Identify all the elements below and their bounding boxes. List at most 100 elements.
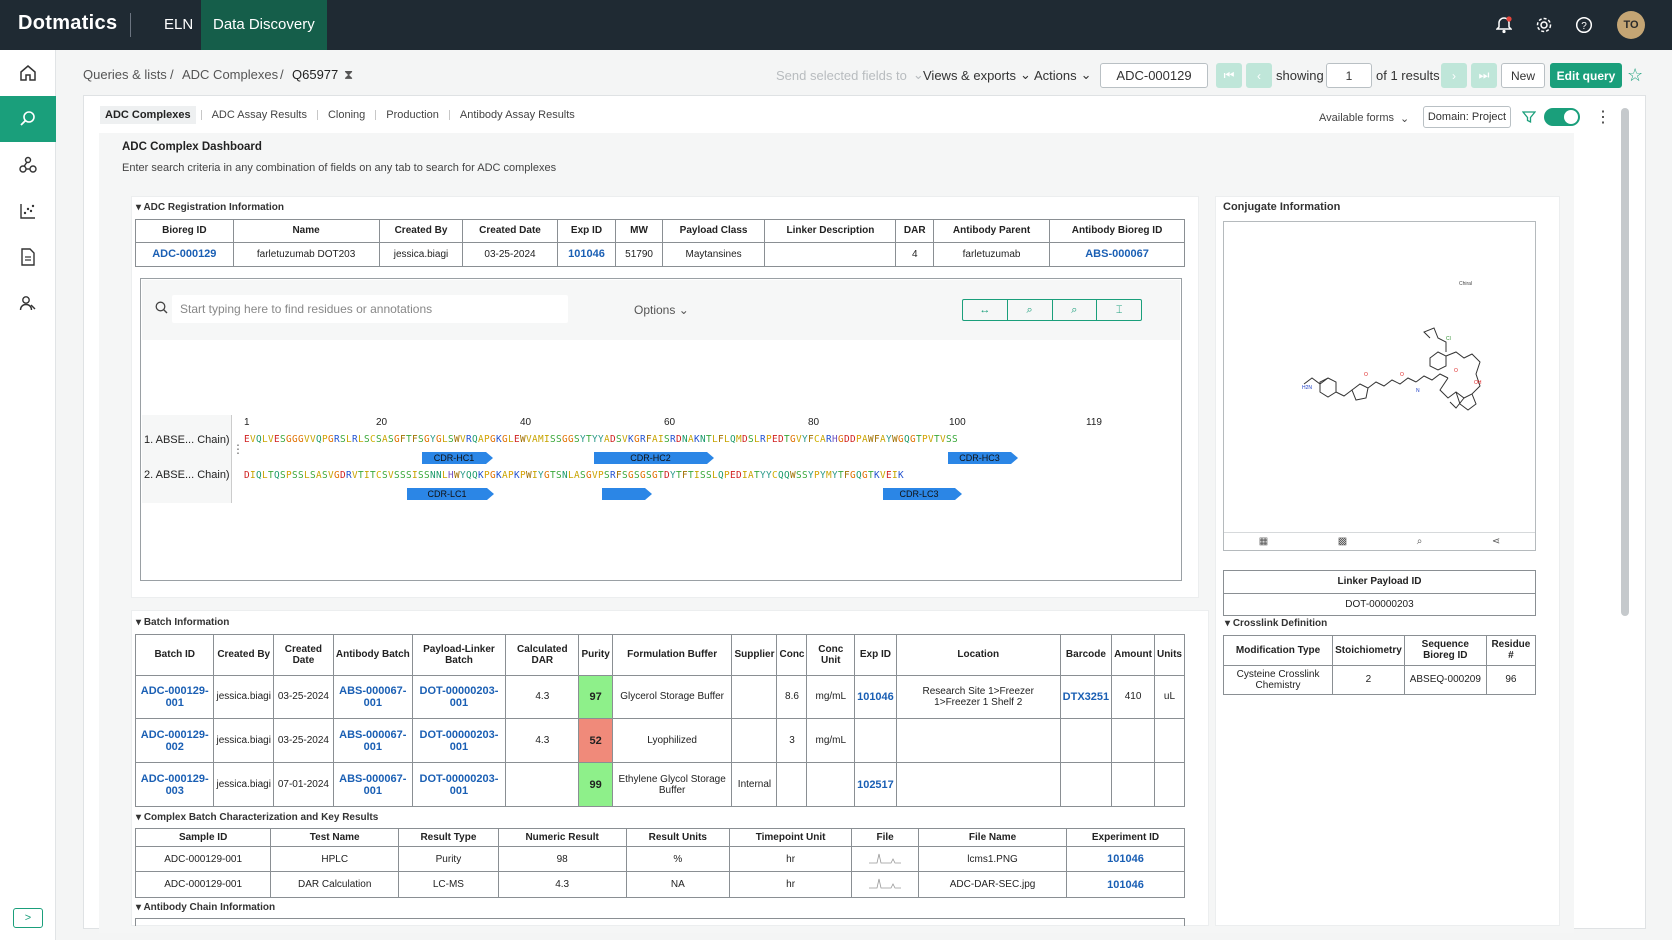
app-logo[interactable]: Dotmatics: [18, 12, 118, 34]
section-characterization[interactable]: ▾ Complex Batch Characterization and Key…: [136, 812, 379, 823]
col-header: Stoichiometry: [1332, 635, 1405, 666]
first-page-button[interactable]: ⏮: [1216, 63, 1242, 88]
tab-cloning[interactable]: Cloning: [327, 109, 366, 121]
batch-link-cell[interactable]: ABS-000067-001: [332, 762, 413, 807]
users-icon[interactable]: [0, 280, 56, 326]
crosslink-table: Modification Type Stoichiometry Sequence…: [1222, 635, 1537, 695]
batch-link-cell[interactable]: ABS-000067-001: [332, 718, 413, 764]
toggle-switch[interactable]: [1544, 108, 1580, 126]
gear-icon[interactable]: [1534, 15, 1554, 35]
registration-table: Bioreg ID Name Created By Created Date E…: [135, 219, 1185, 268]
new-button[interactable]: New: [1501, 63, 1545, 88]
batch-cell: [776, 762, 808, 807]
bioreg-id-link[interactable]: ADC-000129: [135, 241, 234, 268]
result-cell: ADC-DAR-SEC.jpg: [918, 871, 1067, 898]
molecule-icon[interactable]: [0, 142, 56, 188]
section-registration[interactable]: ▾ ADC Registration Information: [136, 202, 284, 213]
batch-link-cell[interactable]: DTX3251: [1059, 674, 1113, 720]
search-icon[interactable]: [0, 96, 56, 142]
batch-link-cell[interactable]: [1059, 762, 1113, 807]
batch-link-cell[interactable]: 102517: [854, 762, 897, 807]
domain-selector[interactable]: Domain: Project: [1423, 106, 1511, 128]
help-icon[interactable]: ?: [1574, 15, 1594, 35]
filter-icon[interactable]: [1522, 106, 1536, 128]
zoom-out-icon[interactable]: ⌕: [1053, 300, 1098, 320]
col-header: Amount: [1111, 634, 1155, 676]
structure-viewer[interactable]: Chiral H2N O O N O OH Cl ▦ ▩ ⌕ ⋖: [1223, 221, 1536, 551]
drag-handle-icon[interactable]: ⋮: [232, 442, 244, 456]
chart-icon[interactable]: [0, 188, 56, 234]
experiment-id-link[interactable]: 101046: [1065, 845, 1186, 873]
annotation-cdr-hc2[interactable]: CDR-HC2: [594, 452, 714, 464]
more-options-icon[interactable]: ⋮: [1595, 109, 1611, 126]
batch-link-cell[interactable]: ADC-000129-003: [134, 762, 215, 807]
batch-link-cell[interactable]: [854, 718, 897, 764]
prev-page-button[interactable]: ‹: [1246, 63, 1272, 88]
nav-data-discovery[interactable]: Data Discovery: [201, 0, 327, 50]
exp-id-link[interactable]: 101046: [556, 241, 617, 268]
batch-cell: 3: [776, 718, 808, 764]
annotation-cdr-hc1[interactable]: CDR-HC1: [422, 452, 493, 464]
file-thumbnail[interactable]: [851, 845, 920, 873]
actions-menu[interactable]: Actions ⌄: [1034, 64, 1092, 86]
chevron-down-icon: ⌄: [1019, 67, 1031, 82]
col-header: Sample ID: [134, 828, 272, 847]
next-page-button[interactable]: ›: [1441, 63, 1467, 88]
section-batch[interactable]: ▾ Batch Information: [136, 617, 230, 628]
file-thumbnail[interactable]: [851, 871, 920, 898]
tab-antibody-assay-results[interactable]: Antibody Assay Results: [459, 109, 575, 121]
tab-adc-assay-results[interactable]: ADC Assay Results: [211, 109, 307, 121]
col-header: Linker Payload ID: [1223, 570, 1536, 594]
batch-link-cell[interactable]: ADC-000129-001: [134, 674, 215, 720]
views-exports-menu[interactable]: Views & exports ⌄: [923, 64, 1031, 86]
antibody-bioreg-link[interactable]: ABS-000067: [1049, 241, 1185, 268]
breadcrumb-root[interactable]: Queries & lists: [83, 67, 167, 82]
sequence-search-input[interactable]: Start typing here to find residues or an…: [172, 295, 568, 323]
zoom-icon[interactable]: ⌕: [1416, 536, 1423, 547]
batch-link-cell[interactable]: DOT-00000203-001: [411, 718, 507, 764]
table-icon[interactable]: ▦: [1258, 536, 1269, 547]
chevron-down-icon: ⌄: [1080, 67, 1092, 82]
share-icon[interactable]: ⋖: [1491, 536, 1501, 547]
avatar[interactable]: TO: [1617, 11, 1645, 39]
batch-link-cell[interactable]: [1059, 718, 1113, 764]
edit-query-button[interactable]: Edit query: [1550, 63, 1622, 88]
tab-production[interactable]: Production: [386, 109, 439, 121]
grid-icon[interactable]: ▩: [1337, 536, 1348, 547]
scrollbar[interactable]: [1621, 108, 1629, 616]
available-forms-menu[interactable]: Available forms ⌄: [1319, 107, 1409, 129]
fit-width-icon[interactable]: ↔: [963, 300, 1008, 320]
options-menu[interactable]: Options ⌄: [634, 303, 689, 317]
favorite-star-icon[interactable]: ☆: [1627, 64, 1644, 85]
experiment-id-link[interactable]: 101046: [1065, 871, 1186, 898]
section-crosslink[interactable]: ▾ Crosslink Definition: [1225, 618, 1328, 629]
bell-icon[interactable]: [1494, 15, 1514, 35]
document-icon[interactable]: [0, 234, 56, 280]
zoom-in-icon[interactable]: ⌕: [1008, 300, 1053, 320]
page-input[interactable]: 1: [1326, 63, 1372, 88]
expand-sidebar-button[interactable]: >: [13, 908, 43, 928]
annotation-cdr-lc2[interactable]: [602, 488, 652, 500]
divider: [130, 13, 131, 37]
batch-link-cell[interactable]: ABS-000067-001: [332, 674, 413, 720]
annotation-cdr-lc1[interactable]: CDR-LC1: [407, 488, 494, 500]
send-selected-fields-menu[interactable]: Send selected fields to ⌄: [776, 64, 924, 86]
batch-cell: [731, 718, 778, 764]
align-icon[interactable]: ⌶: [1115, 303, 1123, 316]
tab-adc-complexes[interactable]: ADC Complexes: [100, 106, 196, 124]
record-id-field[interactable]: ADC-000129: [1100, 63, 1208, 88]
batch-link-cell[interactable]: DOT-00000203-001: [411, 674, 507, 720]
annotation-cdr-hc3[interactable]: CDR-HC3: [948, 452, 1018, 464]
nav-eln[interactable]: ELN: [164, 16, 194, 33]
batch-link-cell[interactable]: ADC-000129-002: [134, 718, 215, 764]
home-icon[interactable]: [0, 50, 56, 96]
chain-2-sequence[interactable]: DIQLTQSPSSLSASVGDRVTITCSVSSSISSNNLHWYQQK…: [244, 470, 904, 481]
breadcrumb-section[interactable]: ADC Complexes: [182, 67, 279, 82]
annotation-cdr-lc3[interactable]: CDR-LC3: [883, 488, 962, 500]
batch-link-cell[interactable]: 101046: [854, 674, 897, 720]
batch-cell: [1153, 762, 1186, 807]
section-antibody-chain[interactable]: ▾ Antibody Chain Information: [136, 902, 276, 913]
last-page-button[interactable]: ⏭: [1471, 63, 1497, 88]
batch-link-cell[interactable]: DOT-00000203-001: [411, 762, 507, 807]
chain-1-sequence[interactable]: EVQLVESGGGVVQPGRSLRLSCSASGFTFSGYGLSWVRQA…: [244, 434, 958, 445]
